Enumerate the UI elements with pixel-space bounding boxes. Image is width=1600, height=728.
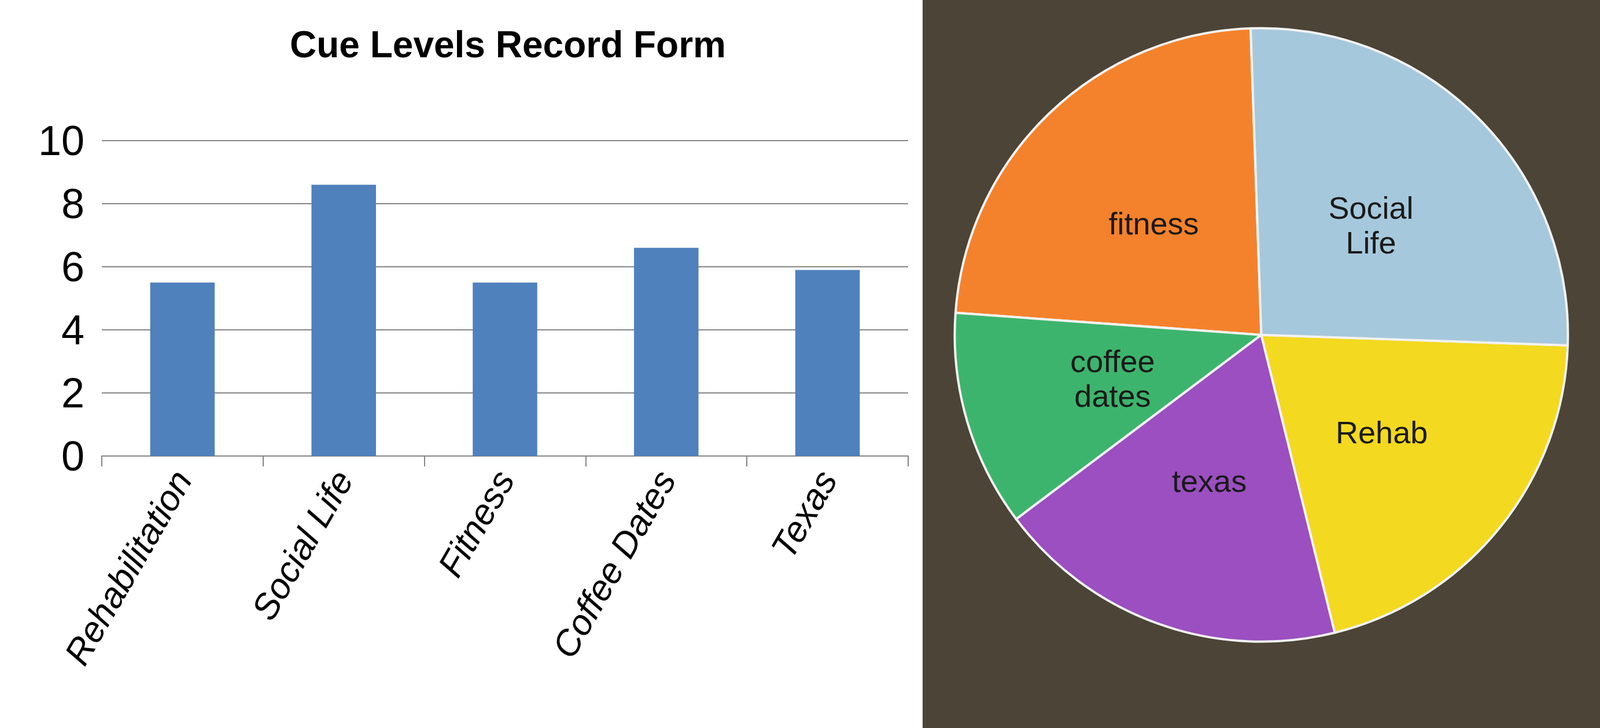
svg-text:coffee: coffee bbox=[1070, 343, 1155, 379]
svg-text:dates: dates bbox=[1074, 378, 1151, 414]
svg-text:Rehabilitation: Rehabilitation bbox=[56, 463, 201, 672]
svg-text:Rehab: Rehab bbox=[1335, 414, 1428, 450]
svg-text:texas: texas bbox=[1171, 463, 1247, 499]
svg-text:Texas: Texas bbox=[762, 463, 845, 566]
svg-text:Coffee Dates: Coffee Dates bbox=[544, 463, 684, 665]
svg-text:4: 4 bbox=[61, 306, 85, 353]
svg-text:8: 8 bbox=[61, 180, 85, 227]
svg-text:10: 10 bbox=[38, 117, 85, 164]
svg-text:2: 2 bbox=[61, 369, 85, 416]
svg-text:Cue Levels Record Form: Cue Levels Record Form bbox=[289, 23, 726, 66]
svg-text:0: 0 bbox=[61, 432, 85, 479]
svg-text:fitness: fitness bbox=[1108, 205, 1199, 241]
svg-text:Social: Social bbox=[1328, 190, 1414, 226]
svg-text:Life: Life bbox=[1345, 225, 1396, 260]
svg-text:6: 6 bbox=[61, 243, 85, 290]
svg-text:Fitness: Fitness bbox=[429, 463, 523, 584]
svg-text:Social Life: Social Life bbox=[243, 463, 361, 627]
